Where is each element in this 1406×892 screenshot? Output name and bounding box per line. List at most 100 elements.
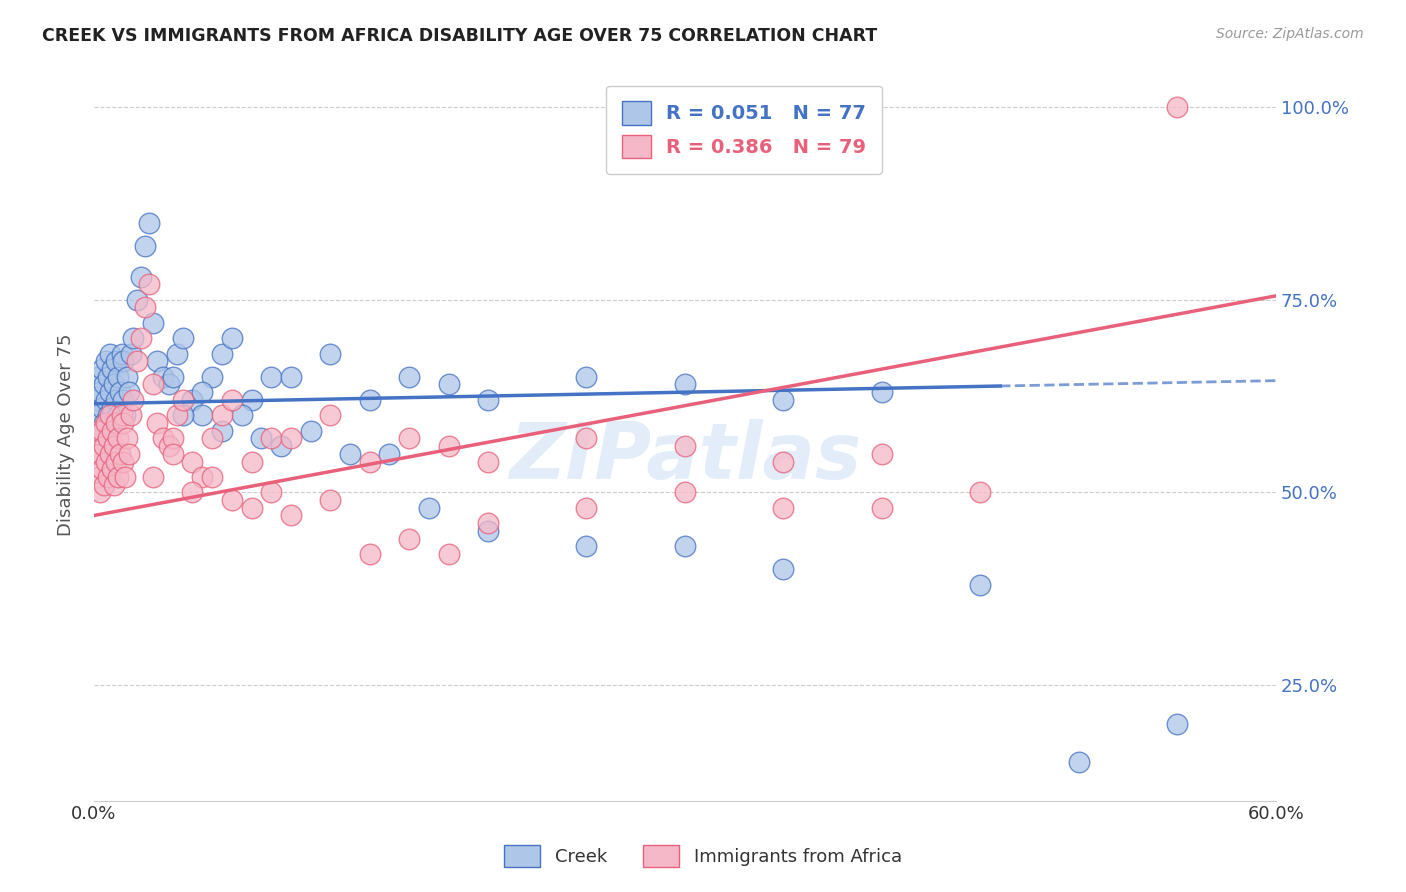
Point [437,547,460,561]
Y-axis label: Disability Age Over 75: Disability Age Over 75 [58,334,75,536]
Point [89,424,111,438]
Point [201,369,224,384]
Point [107,369,129,384]
Point [575,432,598,446]
Point [231,409,253,423]
Point [134,239,156,253]
Point [969,578,991,592]
Point [122,331,145,345]
Point [104,392,127,407]
Point [319,346,342,360]
Point [575,369,598,384]
Point [157,377,180,392]
Point [100,424,122,438]
Point [181,485,204,500]
Point [772,562,794,576]
Point [97,369,120,384]
Point [100,362,122,376]
Point [280,432,302,446]
Point [162,432,184,446]
Point [112,454,135,468]
Point [437,377,460,392]
Point [87,369,110,384]
Point [142,316,165,330]
Point [575,539,598,553]
Point [166,409,188,423]
Point [97,432,120,446]
Point [673,439,696,453]
Point [134,301,156,315]
Point [157,439,180,453]
Point [191,470,214,484]
Point [110,409,132,423]
Point [870,447,893,461]
Point [94,454,117,468]
Point [240,454,263,468]
Point [84,392,107,407]
Point [673,377,696,392]
Point [118,447,141,461]
Point [221,392,243,407]
Text: CREEK VS IMMIGRANTS FROM AFRICA DISABILITY AGE OVER 75 CORRELATION CHART: CREEK VS IMMIGRANTS FROM AFRICA DISABILI… [42,27,877,45]
Point [98,346,121,360]
Point [127,354,149,368]
Point [97,409,120,423]
Legend: R = 0.051   N = 77, R = 0.386   N = 79: R = 0.051 N = 77, R = 0.386 N = 79 [606,86,882,174]
Point [94,354,117,368]
Point [89,447,111,461]
Point [211,346,233,360]
Point [112,416,135,430]
Point [87,424,110,438]
Point [772,454,794,468]
Point [103,439,125,453]
Point [398,369,420,384]
Point [270,439,292,453]
Point [93,416,115,430]
Point [107,470,129,484]
Point [108,447,131,461]
Point [240,500,263,515]
Point [575,500,598,515]
Point [378,447,401,461]
Point [97,470,120,484]
Point [108,385,131,400]
Point [87,470,110,484]
Text: Source: ZipAtlas.com: Source: ZipAtlas.com [1216,27,1364,41]
Point [127,293,149,307]
Point [398,532,420,546]
Point [104,354,127,368]
Point [191,409,214,423]
Point [260,369,283,384]
Point [100,462,122,476]
Point [772,500,794,515]
Point [104,416,127,430]
Point [112,392,135,407]
Point [172,331,194,345]
Point [120,409,142,423]
Point [93,477,115,491]
Point [437,439,460,453]
Point [181,392,204,407]
Point [673,485,696,500]
Point [152,369,174,384]
Point [129,269,152,284]
Point [94,416,117,430]
Point [477,392,499,407]
Point [110,346,132,360]
Point [172,409,194,423]
Point [90,424,112,438]
Point [114,409,136,423]
Point [90,362,112,376]
Point [98,409,121,423]
Point [870,385,893,400]
Point [211,424,233,438]
Point [172,392,194,407]
Point [221,493,243,508]
Point [418,500,440,515]
Point [477,516,499,531]
Point [162,369,184,384]
Point [673,539,696,553]
Point [260,432,283,446]
Point [142,470,165,484]
Point [201,470,224,484]
